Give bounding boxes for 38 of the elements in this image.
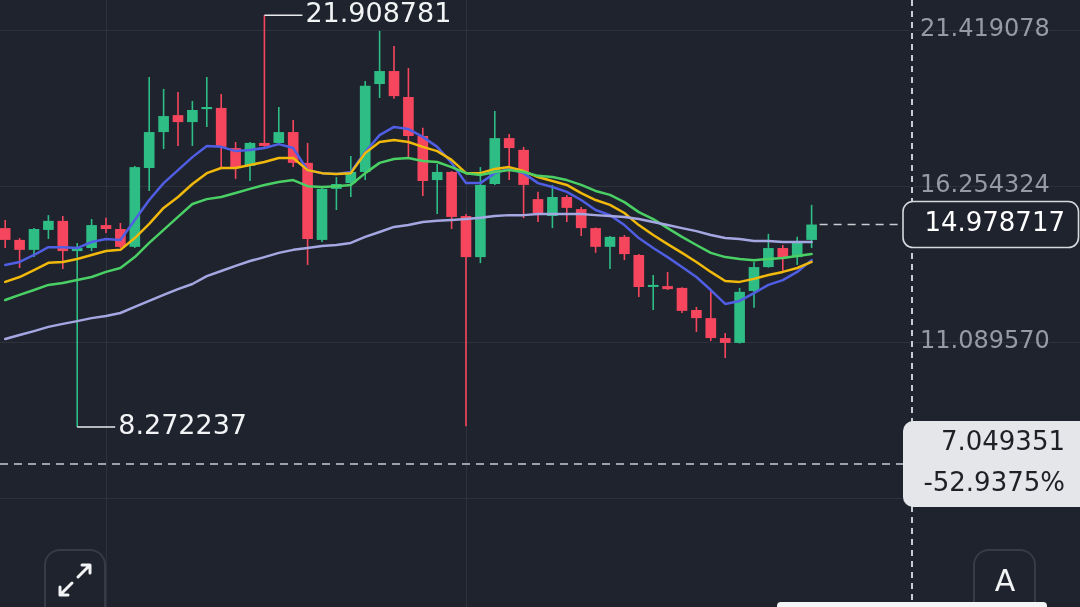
candlestick [0,219,11,249]
candlestick [719,332,731,359]
candlestick [503,133,515,181]
candlestick [374,30,385,99]
annotation: 21.908781 [305,0,452,29]
candlestick [86,218,97,252]
candlestick [201,76,213,128]
text: A [993,563,1017,599]
candlestick [647,274,659,311]
y-tick-label: 21.419078 [920,14,1050,43]
candlestick [547,184,558,229]
candlestick [273,106,285,146]
candlestick [43,214,54,240]
ref-line-label: 7.049351 -52.9375% [923,426,1065,498]
candlestick [604,235,616,270]
candlestick [561,194,573,223]
candlestick [705,288,717,342]
candlestick [575,206,587,237]
candlestick [172,91,184,147]
candlestick [590,226,601,254]
candlestick [28,227,40,258]
candlestick [187,100,198,147]
annotation: 8.272237 [118,409,248,441]
candlestick [777,244,789,273]
candlestick [676,286,688,314]
y-tick-label: 11.089570 [920,326,1050,355]
candlestick [691,306,702,333]
candlestick [100,217,112,234]
ref-line-label: 14.978717 [924,207,1065,238]
candlestick [259,14,270,148]
candlestick [619,234,630,261]
candlestick [662,271,673,291]
candlestick [14,237,25,269]
y-tick-label: 16.254324 [920,170,1050,199]
candlestick [431,163,443,215]
candlestick [532,191,544,223]
candlestick [158,88,169,150]
candlestick [806,204,817,249]
